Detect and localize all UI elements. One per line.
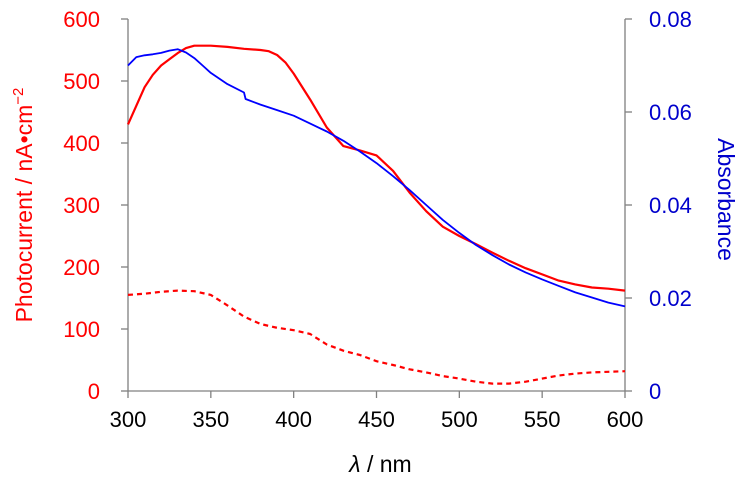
y-right-tick-label: 0.02 — [649, 286, 692, 311]
y-left-tick-label: 300 — [63, 193, 100, 218]
y-left-tick-label: 0 — [88, 379, 100, 404]
y-left-tick-label: 100 — [63, 317, 100, 342]
y-left-tick-label: 600 — [63, 7, 100, 32]
y-left-axis-label-text: Photocurrent / nA•cm — [11, 105, 37, 323]
y-left-axis: 0 100 200 300 400 500 600 — [63, 7, 129, 404]
x-axis-label-symbol: λ — [347, 451, 360, 477]
x-tick-label: 400 — [275, 407, 312, 432]
y-left-axis-label: Photocurrent / nA•cm−2 — [10, 88, 37, 323]
x-tick-label: 350 — [192, 407, 229, 432]
x-tick-label: 550 — [524, 407, 561, 432]
y-right-axis-label-text: Absorbance — [713, 138, 739, 261]
x-tick-label: 600 — [607, 407, 644, 432]
y-left-tick-label: 500 — [63, 69, 100, 94]
series-layer — [126, 44, 626, 385]
y-left-ticks: 0 100 200 300 400 500 600 — [63, 7, 128, 404]
x-axis-label-unit: / nm — [361, 451, 412, 477]
y-right-axis-label: Absorbance — [713, 138, 739, 261]
absorbance-line — [127, 48, 626, 308]
y-right-tick-label: 0.06 — [649, 100, 692, 125]
x-axis: 300 350 400 450 500 550 600 — [110, 390, 644, 432]
x-ticks: 300 350 400 450 500 550 600 — [110, 391, 644, 432]
y-left-tick-label: 200 — [63, 255, 100, 280]
y-right-tick-label: 0.08 — [649, 7, 692, 32]
x-tick-label: 500 — [441, 407, 478, 432]
y-right-tick-label: 0 — [649, 379, 661, 404]
x-tick-label: 300 — [110, 407, 147, 432]
photocurrent-line — [126, 44, 626, 292]
y-right-ticks: 0 0.02 0.04 0.06 0.08 — [625, 7, 692, 404]
y-right-tick-label: 0.04 — [649, 193, 692, 218]
x-tick-label: 450 — [358, 407, 395, 432]
y-left-tick-label: 400 — [63, 131, 100, 156]
y-right-axis: 0 0.02 0.04 0.06 0.08 — [624, 7, 692, 404]
photocurrent-dashed-line — [127, 289, 626, 385]
y-left-axis-label-superscript: −2 — [10, 88, 27, 105]
x-axis-label: λ / nm — [347, 451, 411, 477]
